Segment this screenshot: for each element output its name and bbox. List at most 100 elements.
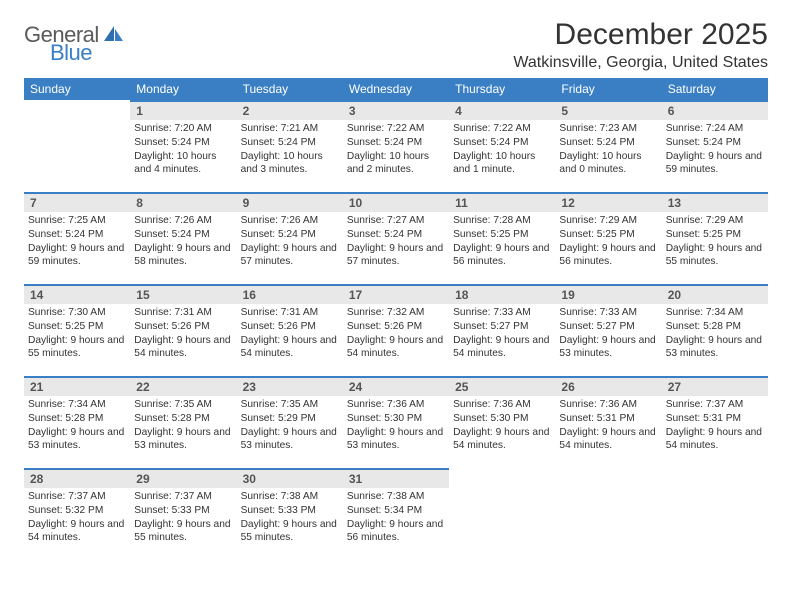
day-number: 29 — [130, 468, 236, 488]
day-details: Sunrise: 7:21 AMSunset: 5:24 PMDaylight:… — [237, 120, 343, 181]
day-number: 21 — [24, 376, 130, 396]
day-number: 5 — [555, 100, 661, 120]
calendar-table: Sunday Monday Tuesday Wednesday Thursday… — [24, 78, 768, 560]
calendar-day-cell — [555, 468, 661, 560]
day-details: Sunrise: 7:36 AMSunset: 5:30 PMDaylight:… — [343, 396, 449, 457]
day-number: 20 — [662, 284, 768, 304]
calendar-day-cell: 15Sunrise: 7:31 AMSunset: 5:26 PMDayligh… — [130, 284, 236, 376]
month-title: December 2025 — [513, 18, 768, 52]
calendar-day-cell: 1Sunrise: 7:20 AMSunset: 5:24 PMDaylight… — [130, 100, 236, 192]
day-number: 11 — [449, 192, 555, 212]
calendar-week-row: 21Sunrise: 7:34 AMSunset: 5:28 PMDayligh… — [24, 376, 768, 468]
calendar-week-row: 1Sunrise: 7:20 AMSunset: 5:24 PMDaylight… — [24, 100, 768, 192]
day-details: Sunrise: 7:37 AMSunset: 5:33 PMDaylight:… — [130, 488, 236, 549]
day-number: 27 — [662, 376, 768, 396]
day-details: Sunrise: 7:37 AMSunset: 5:31 PMDaylight:… — [662, 396, 768, 457]
day-number: 25 — [449, 376, 555, 396]
day-details: Sunrise: 7:32 AMSunset: 5:26 PMDaylight:… — [343, 304, 449, 365]
calendar-day-cell — [24, 100, 130, 192]
day-details: Sunrise: 7:29 AMSunset: 5:25 PMDaylight:… — [662, 212, 768, 273]
location-text: Watkinsville, Georgia, United States — [513, 54, 768, 72]
day-number: 22 — [130, 376, 236, 396]
day-number: 16 — [237, 284, 343, 304]
weekday-header: Monday — [130, 78, 236, 100]
day-number: 24 — [343, 376, 449, 396]
calendar-day-cell: 29Sunrise: 7:37 AMSunset: 5:33 PMDayligh… — [130, 468, 236, 560]
day-details: Sunrise: 7:24 AMSunset: 5:24 PMDaylight:… — [662, 120, 768, 181]
weekday-header: Saturday — [662, 78, 768, 100]
day-details: Sunrise: 7:34 AMSunset: 5:28 PMDaylight:… — [24, 396, 130, 457]
day-details: Sunrise: 7:33 AMSunset: 5:27 PMDaylight:… — [555, 304, 661, 365]
day-details: Sunrise: 7:36 AMSunset: 5:30 PMDaylight:… — [449, 396, 555, 457]
calendar-day-cell — [662, 468, 768, 560]
day-number: 7 — [24, 192, 130, 212]
calendar-day-cell — [449, 468, 555, 560]
day-number: 26 — [555, 376, 661, 396]
day-number: 31 — [343, 468, 449, 488]
day-number: 9 — [237, 192, 343, 212]
day-details: Sunrise: 7:30 AMSunset: 5:25 PMDaylight:… — [24, 304, 130, 365]
day-number: 18 — [449, 284, 555, 304]
calendar-day-cell: 25Sunrise: 7:36 AMSunset: 5:30 PMDayligh… — [449, 376, 555, 468]
day-details: Sunrise: 7:22 AMSunset: 5:24 PMDaylight:… — [449, 120, 555, 181]
calendar-day-cell: 4Sunrise: 7:22 AMSunset: 5:24 PMDaylight… — [449, 100, 555, 192]
calendar-day-cell: 24Sunrise: 7:36 AMSunset: 5:30 PMDayligh… — [343, 376, 449, 468]
day-number: 4 — [449, 100, 555, 120]
calendar-day-cell: 3Sunrise: 7:22 AMSunset: 5:24 PMDaylight… — [343, 100, 449, 192]
calendar-week-row: 28Sunrise: 7:37 AMSunset: 5:32 PMDayligh… — [24, 468, 768, 560]
weekday-header: Wednesday — [343, 78, 449, 100]
calendar-week-row: 7Sunrise: 7:25 AMSunset: 5:24 PMDaylight… — [24, 192, 768, 284]
day-number: 3 — [343, 100, 449, 120]
day-number: 28 — [24, 468, 130, 488]
weekday-header: Thursday — [449, 78, 555, 100]
calendar-day-cell: 18Sunrise: 7:33 AMSunset: 5:27 PMDayligh… — [449, 284, 555, 376]
day-number: 6 — [662, 100, 768, 120]
title-block: December 2025 Watkinsville, Georgia, Uni… — [513, 18, 768, 72]
calendar-day-cell: 5Sunrise: 7:23 AMSunset: 5:24 PMDaylight… — [555, 100, 661, 192]
day-number: 2 — [237, 100, 343, 120]
calendar-day-cell: 17Sunrise: 7:32 AMSunset: 5:26 PMDayligh… — [343, 284, 449, 376]
calendar-day-cell: 26Sunrise: 7:36 AMSunset: 5:31 PMDayligh… — [555, 376, 661, 468]
day-details: Sunrise: 7:35 AMSunset: 5:28 PMDaylight:… — [130, 396, 236, 457]
calendar-day-cell: 9Sunrise: 7:26 AMSunset: 5:24 PMDaylight… — [237, 192, 343, 284]
calendar-day-cell: 14Sunrise: 7:30 AMSunset: 5:25 PMDayligh… — [24, 284, 130, 376]
calendar-day-cell: 7Sunrise: 7:25 AMSunset: 5:24 PMDaylight… — [24, 192, 130, 284]
day-number: 15 — [130, 284, 236, 304]
day-details: Sunrise: 7:31 AMSunset: 5:26 PMDaylight:… — [237, 304, 343, 365]
calendar-day-cell: 10Sunrise: 7:27 AMSunset: 5:24 PMDayligh… — [343, 192, 449, 284]
day-details: Sunrise: 7:22 AMSunset: 5:24 PMDaylight:… — [343, 120, 449, 181]
calendar-day-cell: 31Sunrise: 7:38 AMSunset: 5:34 PMDayligh… — [343, 468, 449, 560]
day-number: 8 — [130, 192, 236, 212]
day-number: 30 — [237, 468, 343, 488]
weekday-header: Sunday — [24, 78, 130, 100]
day-details: Sunrise: 7:35 AMSunset: 5:29 PMDaylight:… — [237, 396, 343, 457]
day-details: Sunrise: 7:25 AMSunset: 5:24 PMDaylight:… — [24, 212, 130, 273]
day-number: 1 — [130, 100, 236, 120]
day-details: Sunrise: 7:36 AMSunset: 5:31 PMDaylight:… — [555, 396, 661, 457]
logo-text-blue: Blue — [50, 40, 92, 66]
weekday-header: Friday — [555, 78, 661, 100]
day-details: Sunrise: 7:20 AMSunset: 5:24 PMDaylight:… — [130, 120, 236, 181]
day-number: 12 — [555, 192, 661, 212]
calendar-day-cell: 30Sunrise: 7:38 AMSunset: 5:33 PMDayligh… — [237, 468, 343, 560]
day-details: Sunrise: 7:33 AMSunset: 5:27 PMDaylight:… — [449, 304, 555, 365]
day-details: Sunrise: 7:31 AMSunset: 5:26 PMDaylight:… — [130, 304, 236, 365]
calendar-day-cell: 23Sunrise: 7:35 AMSunset: 5:29 PMDayligh… — [237, 376, 343, 468]
weekday-header-row: Sunday Monday Tuesday Wednesday Thursday… — [24, 78, 768, 100]
calendar-day-cell: 21Sunrise: 7:34 AMSunset: 5:28 PMDayligh… — [24, 376, 130, 468]
day-details: Sunrise: 7:34 AMSunset: 5:28 PMDaylight:… — [662, 304, 768, 365]
calendar-day-cell: 20Sunrise: 7:34 AMSunset: 5:28 PMDayligh… — [662, 284, 768, 376]
day-number: 17 — [343, 284, 449, 304]
day-details: Sunrise: 7:38 AMSunset: 5:34 PMDaylight:… — [343, 488, 449, 549]
calendar-day-cell: 2Sunrise: 7:21 AMSunset: 5:24 PMDaylight… — [237, 100, 343, 192]
day-number: 19 — [555, 284, 661, 304]
day-details: Sunrise: 7:23 AMSunset: 5:24 PMDaylight:… — [555, 120, 661, 181]
day-details: Sunrise: 7:26 AMSunset: 5:24 PMDaylight:… — [130, 212, 236, 273]
day-details: Sunrise: 7:26 AMSunset: 5:24 PMDaylight:… — [237, 212, 343, 273]
day-details: Sunrise: 7:27 AMSunset: 5:24 PMDaylight:… — [343, 212, 449, 273]
day-details: Sunrise: 7:38 AMSunset: 5:33 PMDaylight:… — [237, 488, 343, 549]
weekday-header: Tuesday — [237, 78, 343, 100]
day-details: Sunrise: 7:37 AMSunset: 5:32 PMDaylight:… — [24, 488, 130, 549]
calendar-day-cell: 12Sunrise: 7:29 AMSunset: 5:25 PMDayligh… — [555, 192, 661, 284]
calendar-day-cell: 6Sunrise: 7:24 AMSunset: 5:24 PMDaylight… — [662, 100, 768, 192]
